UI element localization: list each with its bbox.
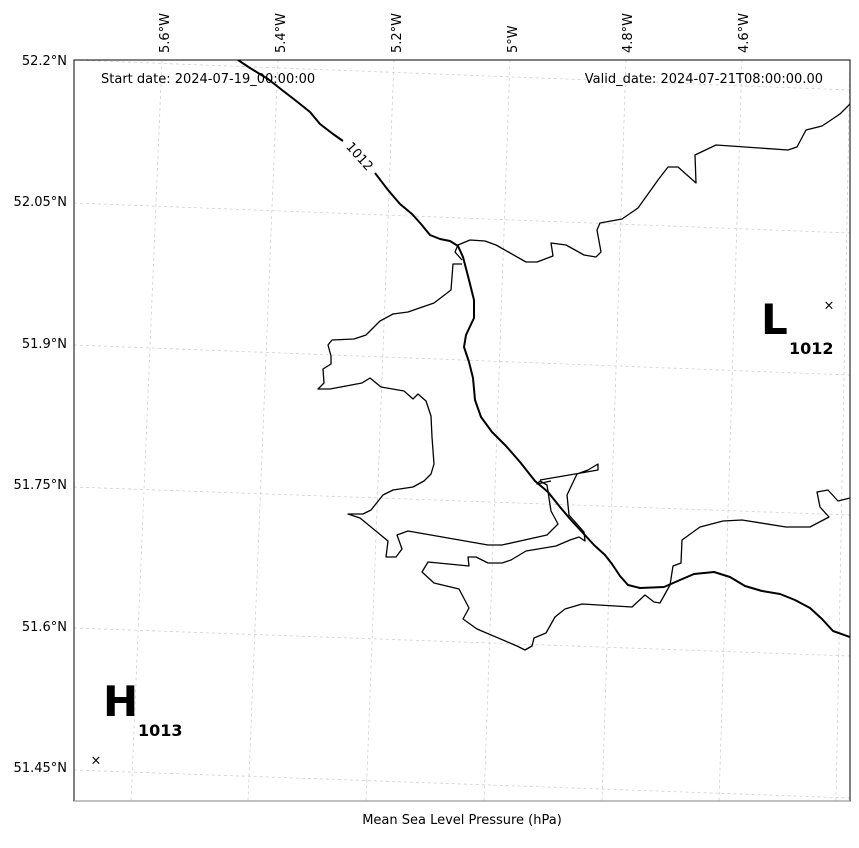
high-pressure-marker: × (91, 754, 102, 769)
lon-label-5-4w: 5.4°W (274, 13, 289, 53)
coastline-north-wales-path (454, 103, 850, 263)
parallel-51-6n (74, 627, 850, 657)
isobar-1012-north-segment (237, 60, 344, 142)
meridian-5-2w (365, 60, 395, 801)
high-pressure-system: H 1013 × (91, 677, 183, 769)
coastline-pembrokeshire-path (421, 463, 850, 651)
high-pressure-letter: H (103, 677, 138, 726)
meridian-5-6w (130, 60, 163, 801)
parallel-52-05n (74, 202, 850, 234)
map-frame (73, 59, 851, 802)
meridian-4-4w (835, 60, 850, 801)
lat-label-52-05n: 52.05°N (14, 195, 67, 210)
coastline (317, 103, 850, 651)
meridian-5w (483, 60, 511, 801)
lat-label-51-6n: 51.6°N (22, 620, 67, 635)
high-pressure-value: 1013 (138, 721, 183, 740)
lon-label-5-2w: 5.2°W (390, 13, 405, 53)
lat-label-51-75n: 51.75°N (14, 478, 67, 493)
meridian-5-4w (247, 60, 279, 801)
latitude-labels: 52.2°N 52.05°N 51.9°N 51.75°N 51.6°N 51.… (14, 54, 67, 776)
low-pressure-value: 1012 (789, 339, 834, 358)
isobar-1012-label: 1012 (342, 140, 375, 175)
lon-label-4-8w: 4.8°W (621, 13, 636, 53)
start-date-label: Start date: 2024-07-19_00:00:00 (101, 72, 315, 87)
parallel-51-75n (74, 486, 850, 516)
graticule (74, 60, 850, 801)
low-pressure-system: L 1012 × (761, 295, 834, 358)
lon-label-4-6w: 4.6°W (737, 13, 752, 53)
lon-label-5w: 5°W (506, 25, 521, 53)
parallel-51-45n (74, 769, 850, 799)
lat-label-52-2n: 52.2°N (22, 54, 67, 69)
meridian-4-8w (601, 60, 627, 801)
isobar-1012-south-segment (374, 172, 850, 638)
isobar-1012: 1012 (237, 60, 850, 638)
x-axis-label: Mean Sea Level Pressure (hPa) (362, 813, 562, 828)
meridian-4-6w (718, 60, 743, 801)
lat-label-51-9n: 51.9°N (22, 337, 67, 352)
low-pressure-letter: L (761, 295, 788, 344)
lon-label-5-6w: 5.6°W (158, 13, 173, 53)
parallel-51-9n (74, 344, 850, 376)
coastline-bay-path (317, 263, 559, 558)
lat-label-51-45n: 51.45°N (14, 761, 67, 776)
valid-date-label: Valid_date: 2024-07-21T08:00:00.00 (585, 72, 823, 87)
longitude-labels: 5.6°W 5.4°W 5.2°W 5°W 4.8°W 4.6°W (158, 13, 752, 53)
low-pressure-marker: × (824, 299, 835, 314)
